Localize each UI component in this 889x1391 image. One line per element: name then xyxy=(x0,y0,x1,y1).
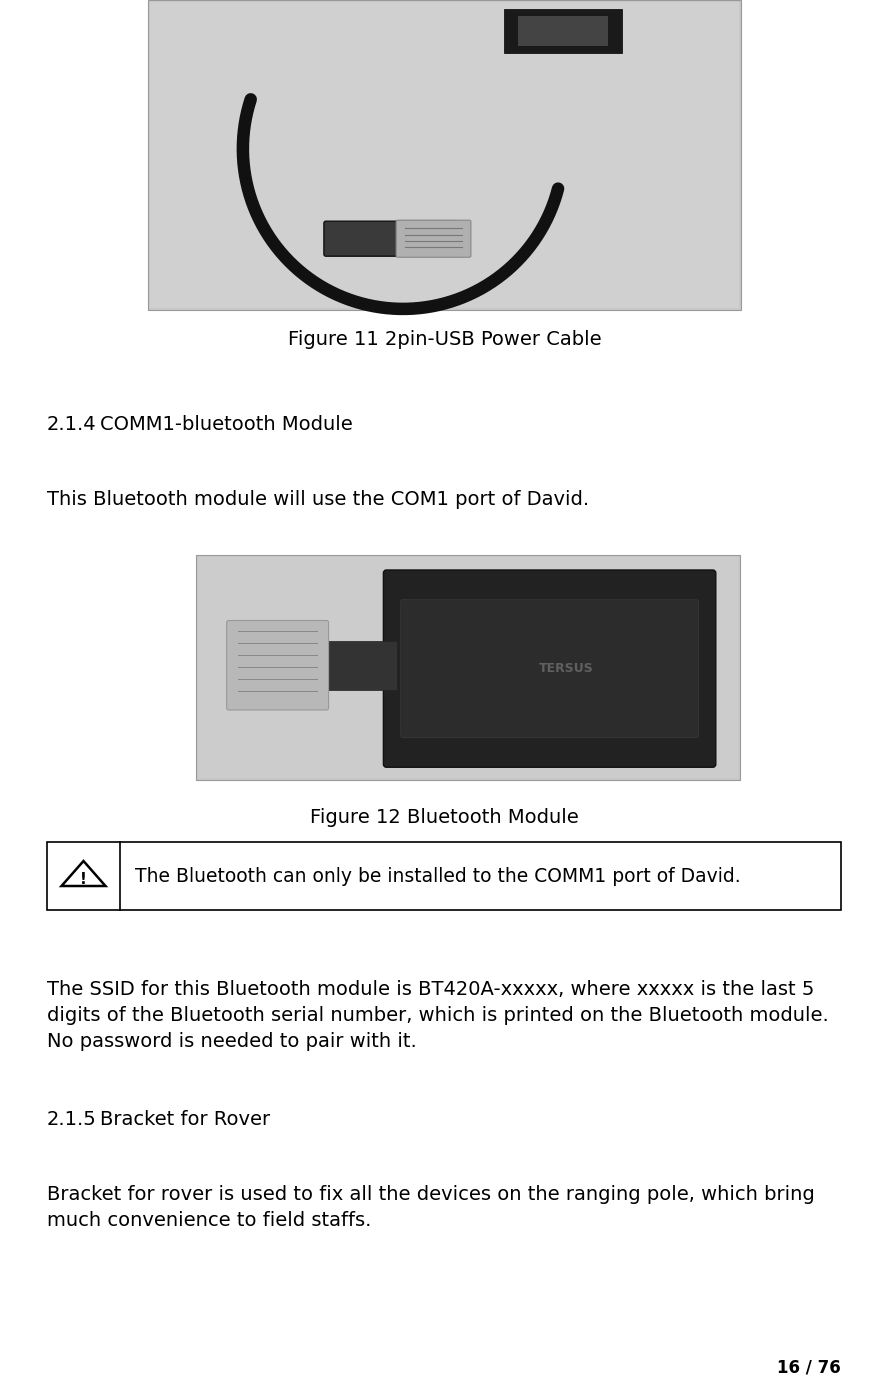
Bar xyxy=(196,555,740,780)
Text: Bracket for rover is used to fix all the devices on the ranging pole, which brin: Bracket for rover is used to fix all the… xyxy=(47,1185,814,1205)
FancyBboxPatch shape xyxy=(324,221,459,256)
Text: The Bluetooth can only be installed to the COMM1 port of David.: The Bluetooth can only be installed to t… xyxy=(135,867,741,886)
Text: Figure 11 2pin-USB Power Cable: Figure 11 2pin-USB Power Cable xyxy=(288,330,601,349)
Text: 16 / 76: 16 / 76 xyxy=(777,1358,841,1376)
Bar xyxy=(504,10,622,53)
FancyBboxPatch shape xyxy=(396,220,471,257)
Text: 2.1.5: 2.1.5 xyxy=(47,1110,97,1129)
FancyBboxPatch shape xyxy=(383,570,716,768)
Bar xyxy=(148,0,741,310)
Text: No password is needed to pair with it.: No password is needed to pair with it. xyxy=(47,1032,417,1052)
Text: Figure 12 Bluetooth Module: Figure 12 Bluetooth Module xyxy=(310,808,579,828)
Bar xyxy=(47,842,841,910)
Bar xyxy=(198,556,738,778)
Text: COMM1-bluetooth Module: COMM1-bluetooth Module xyxy=(100,415,353,434)
Bar xyxy=(518,15,608,46)
Text: digits of the Bluetooth serial number, which is printed on the Bluetooth module.: digits of the Bluetooth serial number, w… xyxy=(47,1006,829,1025)
Bar xyxy=(316,640,397,690)
Text: 2.1.4: 2.1.4 xyxy=(47,415,97,434)
FancyBboxPatch shape xyxy=(227,620,329,709)
Text: TERSUS: TERSUS xyxy=(539,662,593,675)
Text: !: ! xyxy=(80,872,87,887)
FancyBboxPatch shape xyxy=(401,600,699,737)
Polygon shape xyxy=(61,861,106,886)
Text: The SSID for this Bluetooth module is BT420A-xxxxx, where xxxxx is the last 5: The SSID for this Bluetooth module is BT… xyxy=(47,981,814,999)
Bar xyxy=(150,1,739,307)
Text: This Bluetooth module will use the COM1 port of David.: This Bluetooth module will use the COM1 … xyxy=(47,490,589,509)
Text: Bracket for Rover: Bracket for Rover xyxy=(100,1110,270,1129)
Text: much convenience to field staffs.: much convenience to field staffs. xyxy=(47,1212,372,1230)
